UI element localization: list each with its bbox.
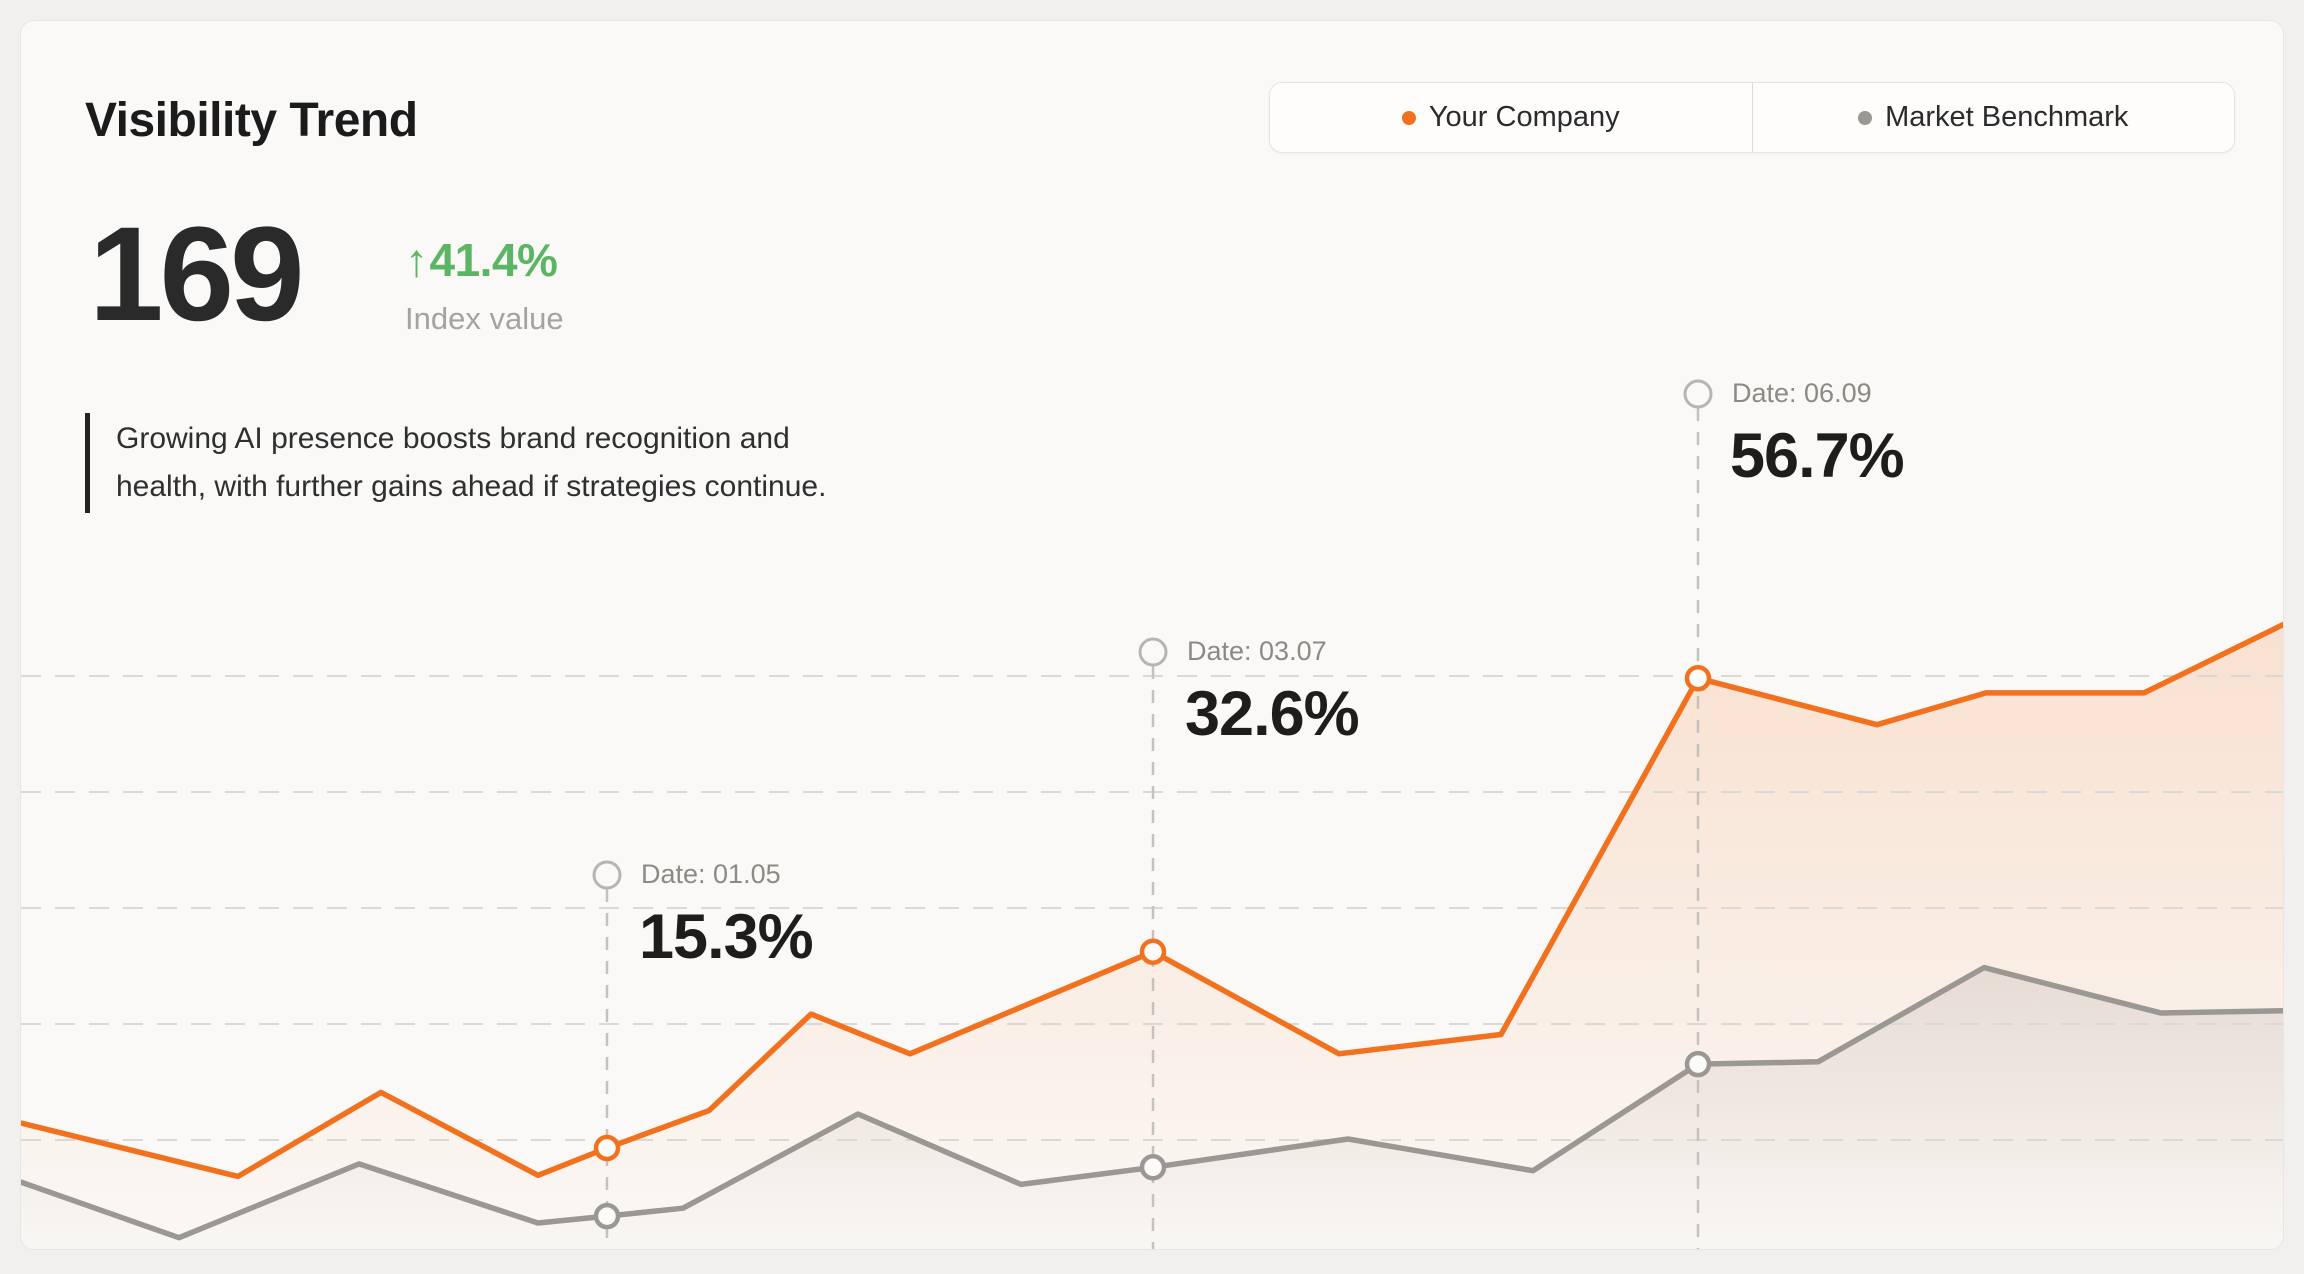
market-benchmark-marker[interactable] [593, 1202, 621, 1230]
trend-chart[interactable] [21, 21, 2284, 1250]
market-benchmark-dot-icon [1858, 110, 1873, 125]
annotation-circle-icon[interactable] [1683, 379, 1713, 409]
your-company-marker[interactable] [1139, 938, 1167, 965]
insight-quote: Growing AI presence boosts brand recogni… [85, 413, 826, 513]
insight-line-2: health, with further gains ahead if stra… [116, 470, 827, 503]
index-stat: 169 [89, 200, 305, 349]
annotation-circle-icon[interactable] [1138, 637, 1168, 667]
page-title: Visibility Trend [85, 94, 418, 147]
legend-item-market-benchmark[interactable]: Market Benchmark [1751, 83, 2235, 152]
index-delta: ↑ 41.4% [405, 233, 564, 287]
legend-label: Your Company [1428, 101, 1620, 133]
legend-item-your-company[interactable]: Your Company [1270, 83, 1752, 152]
index-stat-side: ↑ 41.4% Index value [405, 233, 564, 337]
your-company-marker[interactable] [593, 1134, 621, 1162]
annotation-circle-icon[interactable] [592, 860, 622, 890]
index-delta-value: 41.4% [429, 234, 558, 286]
your-company-dot-icon [1401, 110, 1416, 125]
up-arrow-icon: ↑ [405, 234, 428, 286]
insight-line-1: Growing AI presence boosts brand recogni… [116, 422, 790, 455]
chart-legend: Your Company Market Benchmark [1269, 82, 2235, 153]
market-benchmark-marker[interactable] [1684, 1050, 1712, 1078]
market-benchmark-line [21, 964, 2283, 1241]
your-company-marker[interactable] [1684, 664, 1712, 692]
index-value: 169 [89, 200, 305, 349]
index-value-label: Index value [405, 301, 564, 336]
visibility-trend-card: Date: 01.05 15.3% Date: 03.07 32.6% Date: 06… [20, 20, 2284, 1250]
legend-label: Market Benchmark [1885, 101, 2129, 133]
your-company-line [21, 621, 2283, 1180]
market-benchmark-area [21, 967, 2283, 1249]
market-benchmark-marker[interactable] [1139, 1154, 1167, 1181]
